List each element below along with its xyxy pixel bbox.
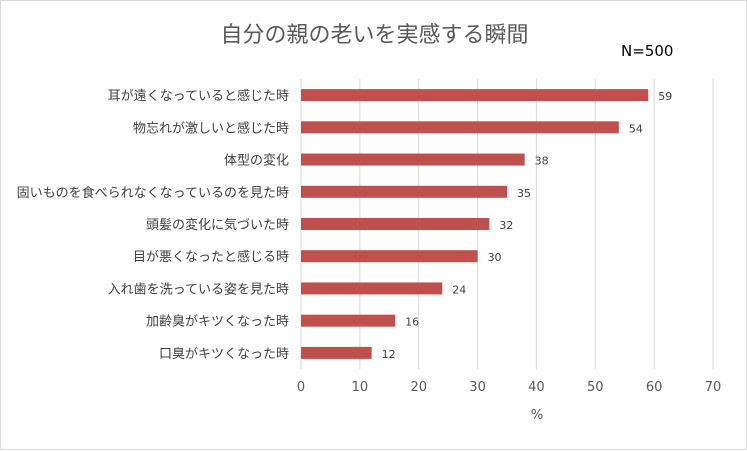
bar-8	[301, 346, 372, 359]
category-label-6: 入れ歯を洗っている姿を見た時	[108, 281, 289, 297]
x-tick-label-30: 30	[469, 380, 486, 395]
bar-0	[301, 89, 649, 102]
x-tick-label-70: 70	[705, 380, 722, 395]
category-label-2: 体型の変化	[224, 153, 289, 169]
category-label-3: 固いものを食べられなくなっているのを見た時	[17, 185, 289, 201]
sample-size-label: N=500	[621, 42, 674, 60]
data-label-3: 35	[517, 187, 531, 200]
x-tick-label-20: 20	[410, 380, 427, 395]
data-label-4: 32	[499, 219, 513, 232]
data-label-7: 16	[405, 316, 419, 329]
bar-3	[301, 185, 507, 198]
bar-5	[301, 250, 478, 263]
x-tick-label-60: 60	[646, 380, 663, 395]
bar-2	[301, 153, 525, 166]
category-label-1: 物忘れが激しいと感じた時	[133, 120, 289, 136]
category-label-7: 加齢臭がキツくなった時	[146, 315, 289, 330]
data-label-6: 24	[452, 283, 466, 296]
bar-6	[301, 282, 443, 295]
x-tick-label-40: 40	[528, 380, 545, 395]
chart-title: 自分の親の老いを実感する瞬間	[220, 23, 529, 48]
category-label-8: 口臭がキツくなった時	[159, 347, 289, 362]
category-label-0: 耳が遠くなっていると感じた時	[108, 88, 289, 104]
x-tick-label-50: 50	[587, 380, 604, 395]
data-label-0: 59	[658, 90, 672, 103]
data-label-1: 54	[629, 122, 643, 135]
bar-7	[301, 314, 396, 327]
category-label-5: 目が悪くなったと感じる時	[133, 249, 289, 265]
data-label-8: 12	[382, 348, 396, 361]
category-label-4: 頭髪の変化に気づいた時	[146, 217, 289, 233]
x-tick-label-0: 0	[297, 380, 305, 395]
data-label-2: 38	[535, 155, 549, 168]
x-axis-label: %	[531, 408, 543, 423]
bar-1	[301, 121, 619, 134]
bar-4	[301, 218, 490, 230]
data-label-5: 30	[488, 251, 502, 264]
x-tick-label-10: 10	[352, 380, 369, 395]
